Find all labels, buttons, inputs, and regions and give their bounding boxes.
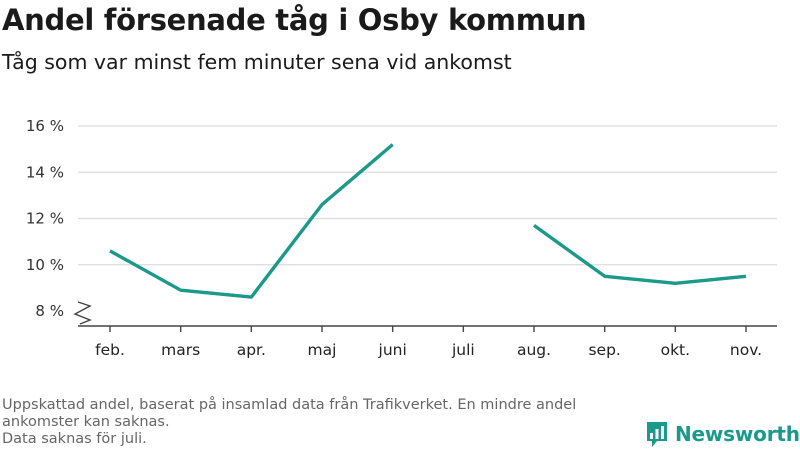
chart-subtitle: Tåg som var minst fem minuter sena vid a… [2, 50, 512, 74]
x-tick-label: sep. [588, 341, 620, 359]
y-tick-label: 10 % [26, 256, 64, 274]
y-tick-label: 8 % [35, 302, 64, 320]
x-tick-label: feb. [95, 341, 125, 359]
y-tick-label: 14 % [26, 163, 64, 181]
x-tick-label: aug. [517, 341, 551, 359]
newsworthy-logo-icon [647, 422, 667, 447]
x-tick-label: okt. [661, 341, 690, 359]
footnote-line-3: Data saknas för juli. [2, 431, 147, 447]
x-tick-label: juli [451, 341, 475, 359]
y-tick-label: 16 % [26, 117, 64, 135]
y-tick-label: 12 % [26, 210, 64, 228]
chart-footnote: Uppskattad andel, baserat på insamlad da… [2, 397, 642, 448]
x-tick-label: mars [161, 341, 200, 359]
footnote-line-1: Uppskattad andel, baserat på insamlad da… [2, 397, 577, 413]
axis-break-mark [73, 301, 92, 325]
x-tick-label: nov. [730, 341, 762, 359]
brand-name: Newsworthy [675, 422, 800, 446]
series-line [109, 143, 747, 299]
line-chart: 8 % 10 % 12 % 14 % 16 % feb. mars apr. maj juni ju… [26, 117, 777, 359]
brand-logo: Newsworthy [645, 420, 800, 448]
x-tick-label: apr. [237, 341, 266, 359]
x-tick-label: maj [308, 341, 337, 359]
chart-title: Andel försenade tåg i Osby kommun [2, 3, 587, 37]
footnote-line-2: ankomster kan saknas. [2, 414, 170, 430]
x-tick-label: juni [378, 341, 407, 359]
